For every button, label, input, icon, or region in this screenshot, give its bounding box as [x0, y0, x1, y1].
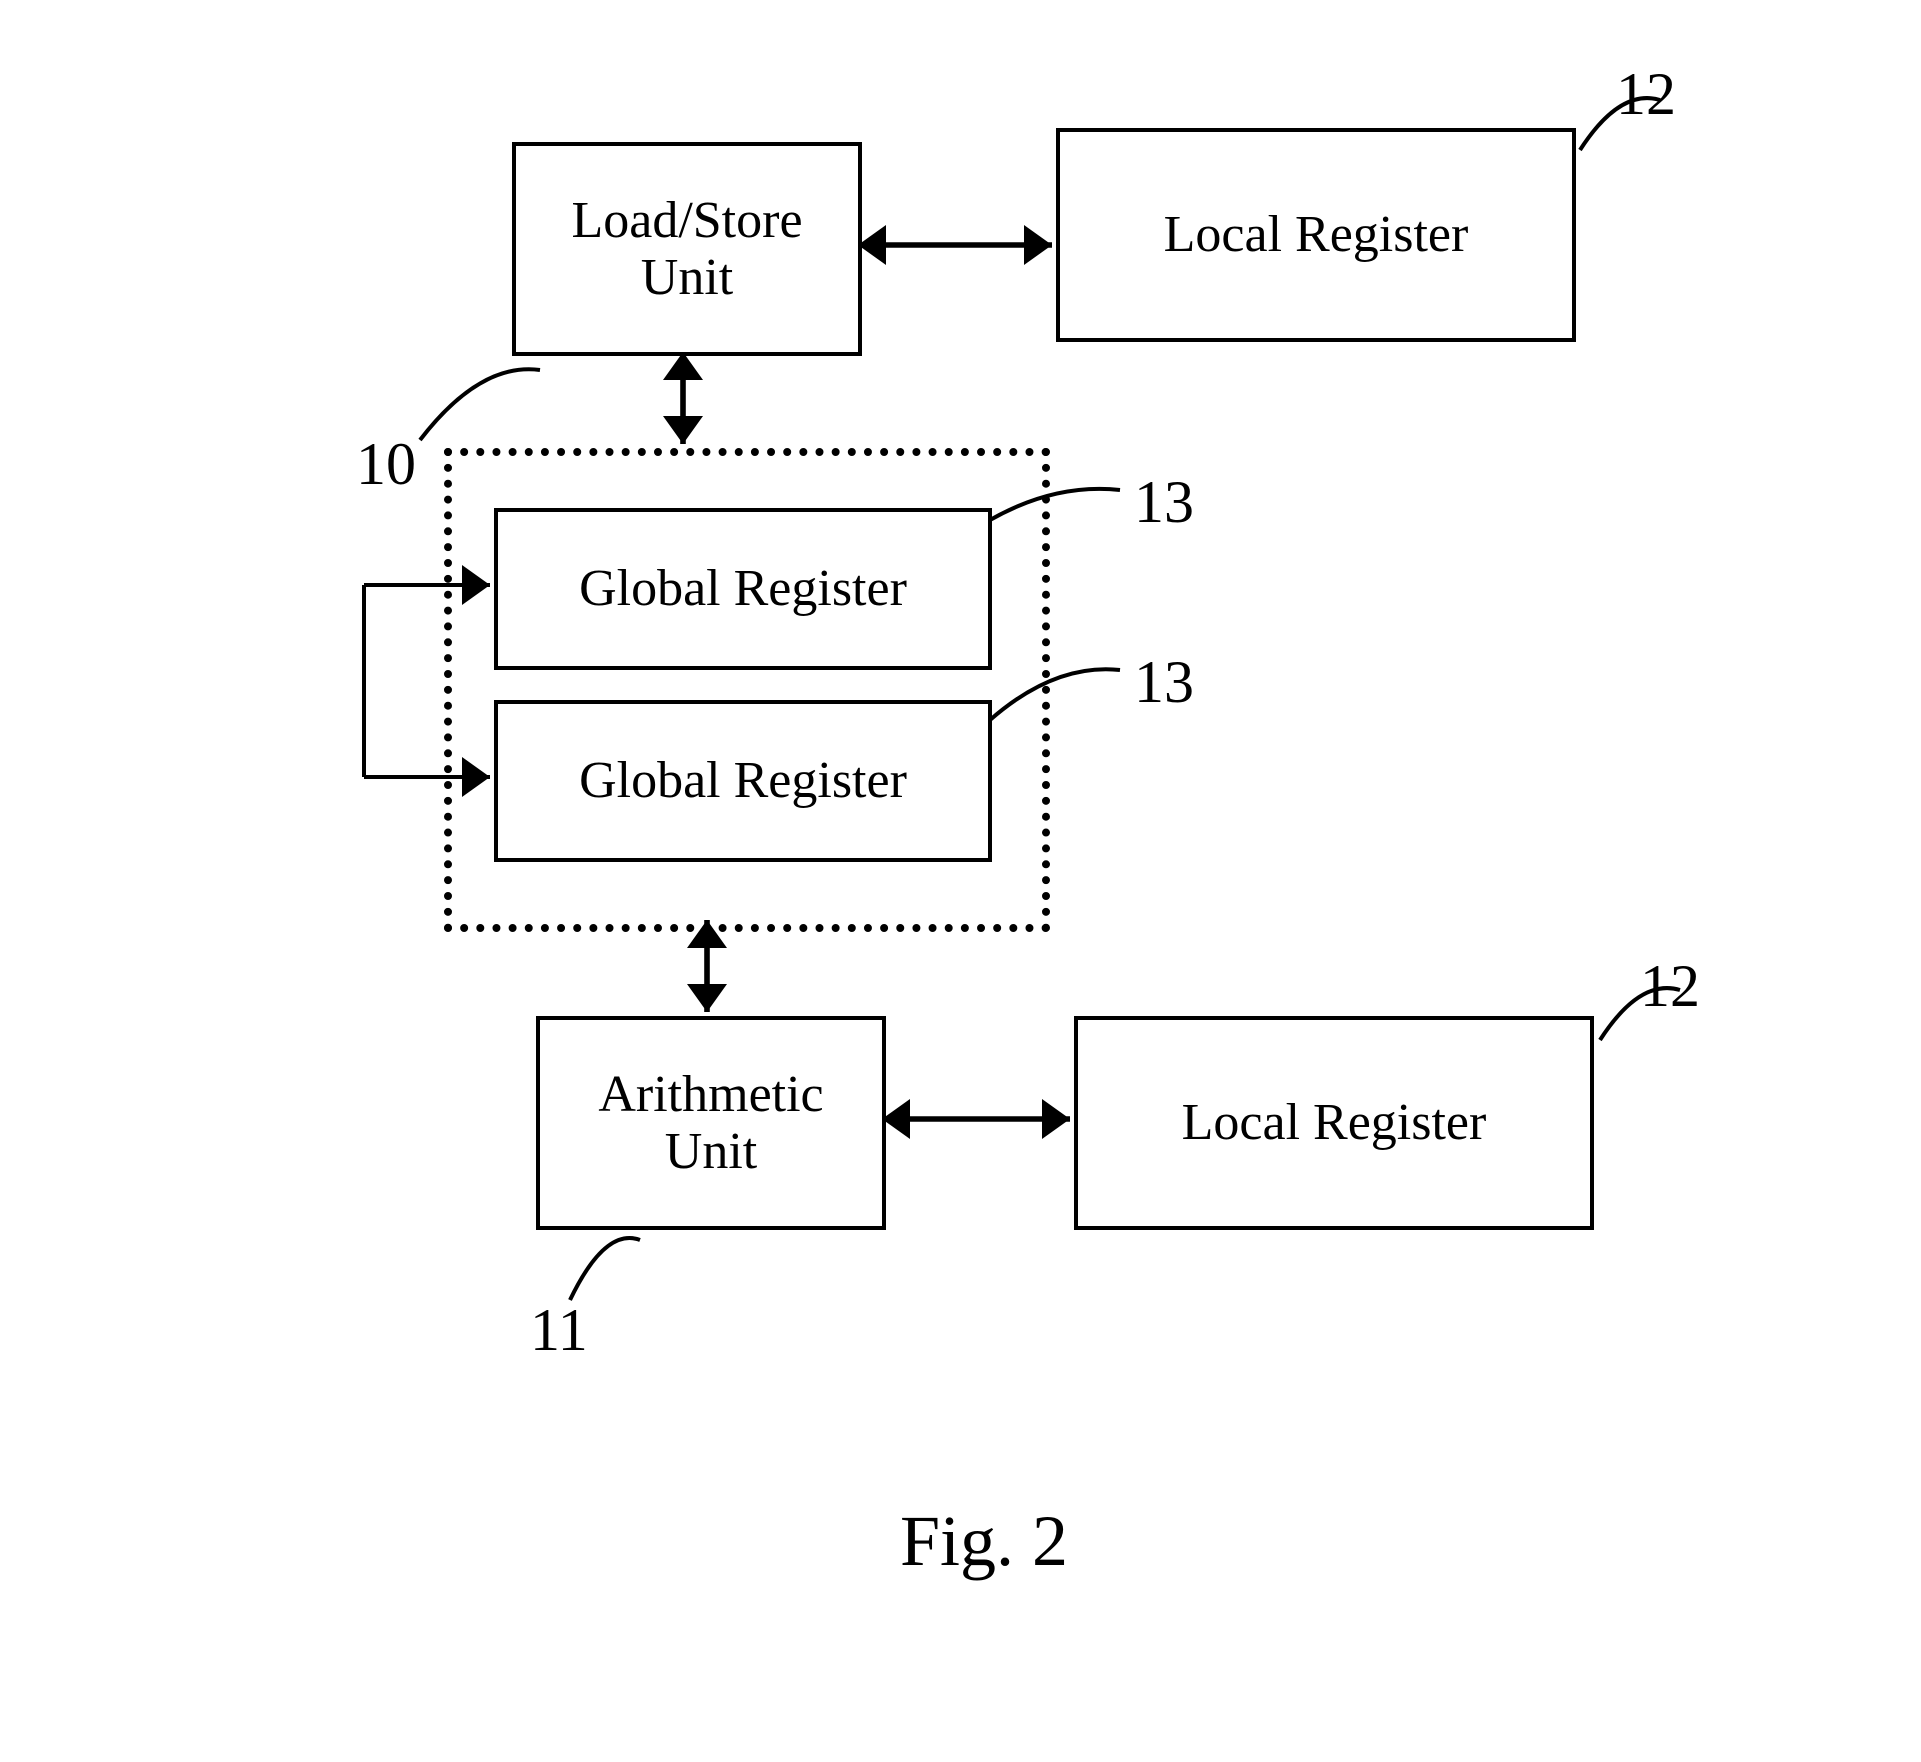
node-global_reg_1: Global Register — [494, 508, 992, 670]
figure-caption-text: Fig. 2 — [900, 1501, 1068, 1581]
diagram-stage: Fig. 2 Load/Store Unit 10 Local Register 12… — [0, 0, 1921, 1762]
node-arithmetic: Arithmetic Unit — [536, 1016, 886, 1230]
node-local_reg_bot: Local Register — [1074, 1016, 1594, 1230]
ref-label-local_reg_bot: 12 — [1640, 952, 1700, 1021]
node-load_store: Load/Store Unit — [512, 142, 862, 356]
node-label: Global Register — [579, 560, 907, 617]
node-label: Load/Store Unit — [571, 192, 802, 306]
node-global_reg_2: Global Register — [494, 700, 992, 862]
node-label: Arithmetic Unit — [598, 1066, 823, 1180]
ref-label-global_reg_1: 13 — [1134, 468, 1194, 537]
node-local_reg_top: Local Register — [1056, 128, 1576, 342]
figure-caption: Fig. 2 — [900, 1500, 1068, 1583]
node-label: Global Register — [579, 752, 907, 809]
ref-label-local_reg_top: 12 — [1616, 60, 1676, 129]
ref-label-load_store: 10 — [356, 430, 416, 499]
ref-label-global_reg_2: 13 — [1134, 648, 1194, 717]
node-label: Local Register — [1182, 1094, 1487, 1151]
ref-label-arithmetic: 11 — [530, 1296, 588, 1365]
node-label: Local Register — [1164, 206, 1469, 263]
